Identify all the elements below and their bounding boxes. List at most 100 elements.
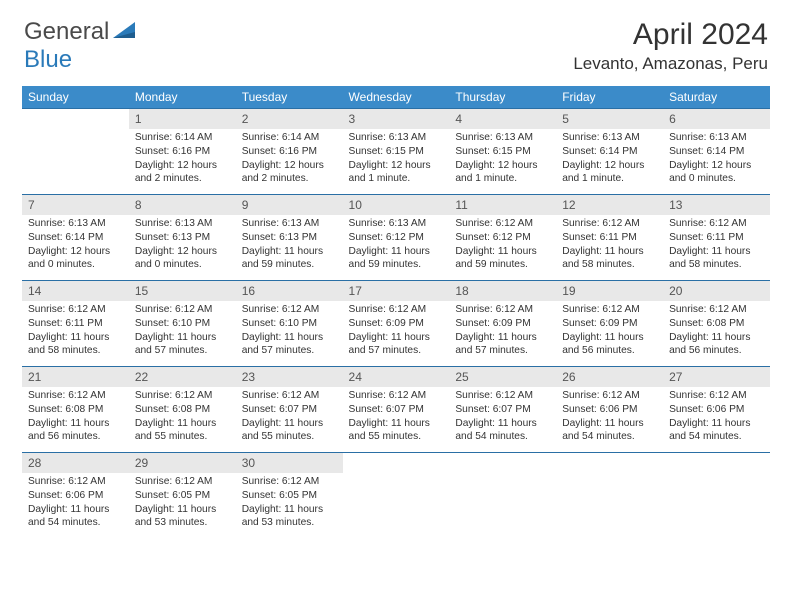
day-number: 8 [129, 195, 236, 215]
daylight-text: Daylight: 12 hours and 2 minutes. [135, 159, 230, 187]
daylight-text: Daylight: 11 hours and 57 minutes. [135, 331, 230, 359]
calendar-body: 1Sunrise: 6:14 AMSunset: 6:16 PMDaylight… [22, 109, 770, 539]
daylight-text: Daylight: 12 hours and 0 minutes. [135, 245, 230, 273]
day-number: 4 [449, 109, 556, 129]
sunset-text: Sunset: 6:05 PM [135, 489, 230, 503]
day-number: 21 [22, 367, 129, 387]
sunrise-text: Sunrise: 6:12 AM [242, 303, 337, 317]
col-header: Monday [129, 86, 236, 109]
calendar-day-cell [449, 453, 556, 539]
sunrise-text: Sunrise: 6:12 AM [28, 389, 123, 403]
day-content: Sunrise: 6:14 AMSunset: 6:16 PMDaylight:… [129, 129, 236, 190]
day-content: Sunrise: 6:13 AMSunset: 6:15 PMDaylight:… [449, 129, 556, 190]
col-header: Saturday [663, 86, 770, 109]
sunrise-text: Sunrise: 6:12 AM [349, 389, 444, 403]
day-content: Sunrise: 6:13 AMSunset: 6:14 PMDaylight:… [663, 129, 770, 190]
day-number: 22 [129, 367, 236, 387]
sunrise-text: Sunrise: 6:13 AM [562, 131, 657, 145]
day-number: 19 [556, 281, 663, 301]
sunset-text: Sunset: 6:07 PM [242, 403, 337, 417]
calendar-day-cell: 16Sunrise: 6:12 AMSunset: 6:10 PMDayligh… [236, 281, 343, 367]
sunrise-text: Sunrise: 6:12 AM [455, 303, 550, 317]
daylight-text: Daylight: 11 hours and 56 minutes. [28, 417, 123, 445]
calendar-day-cell: 4Sunrise: 6:13 AMSunset: 6:15 PMDaylight… [449, 109, 556, 195]
sunset-text: Sunset: 6:09 PM [349, 317, 444, 331]
day-content: Sunrise: 6:12 AMSunset: 6:09 PMDaylight:… [343, 301, 450, 362]
day-content: Sunrise: 6:12 AMSunset: 6:09 PMDaylight:… [556, 301, 663, 362]
daylight-text: Daylight: 12 hours and 1 minute. [562, 159, 657, 187]
day-content: Sunrise: 6:12 AMSunset: 6:06 PMDaylight:… [663, 387, 770, 448]
month-title: April 2024 [573, 18, 768, 52]
sunrise-text: Sunrise: 6:12 AM [562, 389, 657, 403]
day-content: Sunrise: 6:13 AMSunset: 6:12 PMDaylight:… [343, 215, 450, 276]
calendar-day-cell: 19Sunrise: 6:12 AMSunset: 6:09 PMDayligh… [556, 281, 663, 367]
day-number: 23 [236, 367, 343, 387]
day-number: 25 [449, 367, 556, 387]
sunrise-text: Sunrise: 6:13 AM [349, 131, 444, 145]
sunset-text: Sunset: 6:11 PM [669, 231, 764, 245]
sunrise-text: Sunrise: 6:12 AM [562, 217, 657, 231]
day-number: 18 [449, 281, 556, 301]
day-content: Sunrise: 6:12 AMSunset: 6:08 PMDaylight:… [129, 387, 236, 448]
calendar-day-cell: 9Sunrise: 6:13 AMSunset: 6:13 PMDaylight… [236, 195, 343, 281]
daylight-text: Daylight: 11 hours and 54 minutes. [455, 417, 550, 445]
sunrise-text: Sunrise: 6:13 AM [455, 131, 550, 145]
day-number: 28 [22, 453, 129, 473]
daylight-text: Daylight: 11 hours and 57 minutes. [455, 331, 550, 359]
sunrise-text: Sunrise: 6:12 AM [242, 475, 337, 489]
day-content: Sunrise: 6:12 AMSunset: 6:07 PMDaylight:… [343, 387, 450, 448]
sunset-text: Sunset: 6:06 PM [562, 403, 657, 417]
day-number: 3 [343, 109, 450, 129]
sunrise-text: Sunrise: 6:12 AM [455, 389, 550, 403]
day-number: 9 [236, 195, 343, 215]
sunset-text: Sunset: 6:08 PM [135, 403, 230, 417]
sunrise-text: Sunrise: 6:14 AM [242, 131, 337, 145]
day-content: Sunrise: 6:13 AMSunset: 6:13 PMDaylight:… [236, 215, 343, 276]
sunrise-text: Sunrise: 6:12 AM [135, 475, 230, 489]
day-content: Sunrise: 6:14 AMSunset: 6:16 PMDaylight:… [236, 129, 343, 190]
day-number: 11 [449, 195, 556, 215]
sunset-text: Sunset: 6:07 PM [349, 403, 444, 417]
calendar-week-row: 21Sunrise: 6:12 AMSunset: 6:08 PMDayligh… [22, 367, 770, 453]
day-content: Sunrise: 6:13 AMSunset: 6:14 PMDaylight:… [22, 215, 129, 276]
daylight-text: Daylight: 11 hours and 58 minutes. [562, 245, 657, 273]
calendar-day-cell: 8Sunrise: 6:13 AMSunset: 6:13 PMDaylight… [129, 195, 236, 281]
day-number: 13 [663, 195, 770, 215]
sunrise-text: Sunrise: 6:14 AM [135, 131, 230, 145]
calendar-week-row: 7Sunrise: 6:13 AMSunset: 6:14 PMDaylight… [22, 195, 770, 281]
calendar-day-cell: 24Sunrise: 6:12 AMSunset: 6:07 PMDayligh… [343, 367, 450, 453]
day-content: Sunrise: 6:13 AMSunset: 6:14 PMDaylight:… [556, 129, 663, 190]
day-content: Sunrise: 6:12 AMSunset: 6:05 PMDaylight:… [129, 473, 236, 534]
logo-triangle-icon [113, 20, 139, 45]
sunset-text: Sunset: 6:05 PM [242, 489, 337, 503]
calendar-day-cell: 28Sunrise: 6:12 AMSunset: 6:06 PMDayligh… [22, 453, 129, 539]
daylight-text: Daylight: 11 hours and 54 minutes. [562, 417, 657, 445]
sunrise-text: Sunrise: 6:12 AM [135, 303, 230, 317]
daylight-text: Daylight: 11 hours and 54 minutes. [669, 417, 764, 445]
daylight-text: Daylight: 11 hours and 58 minutes. [28, 331, 123, 359]
day-content: Sunrise: 6:12 AMSunset: 6:07 PMDaylight:… [449, 387, 556, 448]
sunset-text: Sunset: 6:12 PM [349, 231, 444, 245]
sunset-text: Sunset: 6:16 PM [242, 145, 337, 159]
daylight-text: Daylight: 11 hours and 59 minutes. [242, 245, 337, 273]
page-header: General April 2024 Levanto, Amazonas, Pe… [0, 0, 792, 78]
day-content: Sunrise: 6:12 AMSunset: 6:10 PMDaylight:… [129, 301, 236, 362]
calendar-day-cell: 12Sunrise: 6:12 AMSunset: 6:11 PMDayligh… [556, 195, 663, 281]
daylight-text: Daylight: 12 hours and 0 minutes. [669, 159, 764, 187]
sunset-text: Sunset: 6:15 PM [455, 145, 550, 159]
sunset-text: Sunset: 6:10 PM [135, 317, 230, 331]
calendar-day-cell: 29Sunrise: 6:12 AMSunset: 6:05 PMDayligh… [129, 453, 236, 539]
calendar-day-cell: 6Sunrise: 6:13 AMSunset: 6:14 PMDaylight… [663, 109, 770, 195]
calendar-day-cell: 21 Sunrise: 6:12 AMSunset: 6:08 PMDayligh… [22, 367, 129, 453]
day-content: Sunrise: 6:12 AMSunset: 6:10 PMDaylight:… [236, 301, 343, 362]
day-number: 12 [556, 195, 663, 215]
col-header: Thursday [449, 86, 556, 109]
sunset-text: Sunset: 6:14 PM [28, 231, 123, 245]
sunset-text: Sunset: 6:08 PM [28, 403, 123, 417]
sunset-text: Sunset: 6:15 PM [349, 145, 444, 159]
calendar-day-cell: 14Sunrise: 6:12 AMSunset: 6:11 PMDayligh… [22, 281, 129, 367]
daylight-text: Daylight: 11 hours and 53 minutes. [135, 503, 230, 531]
calendar-day-cell: 26Sunrise: 6:12 AMSunset: 6:06 PMDayligh… [556, 367, 663, 453]
daylight-text: Daylight: 11 hours and 53 minutes. [242, 503, 337, 531]
sunset-text: Sunset: 6:11 PM [28, 317, 123, 331]
